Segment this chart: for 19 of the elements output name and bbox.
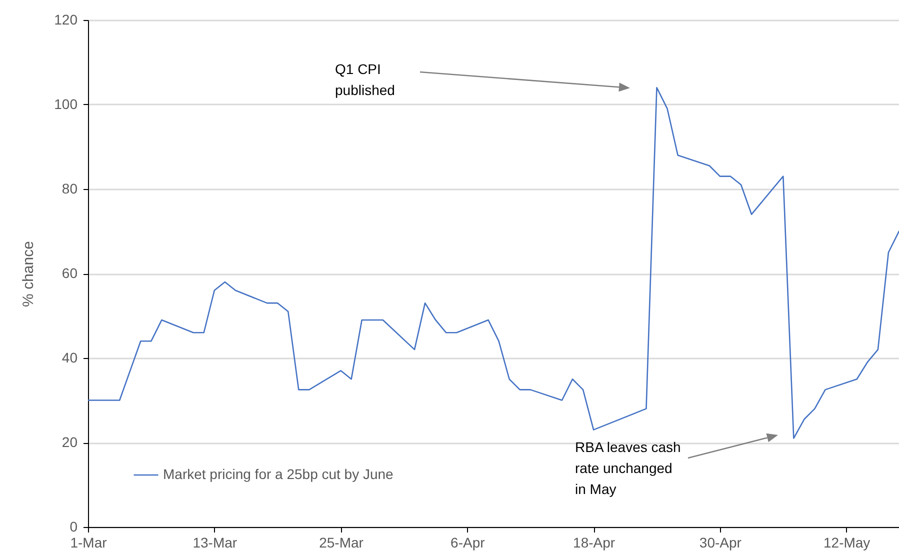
y-tick-label: 20 — [62, 434, 78, 450]
y-tick-label: 60 — [62, 265, 78, 281]
x-tick-label: 30-Apr — [699, 534, 742, 550]
y-tick-label: 100 — [54, 96, 78, 112]
x-tick-label: 18-Apr — [573, 534, 616, 550]
y-tick-label: 120 — [54, 12, 78, 28]
y-tick-label: 40 — [62, 350, 78, 366]
x-tick-label: 6-Apr — [450, 534, 486, 550]
x-tick-label: 1-Mar — [70, 534, 108, 550]
y-tick-label: 80 — [62, 180, 78, 196]
y-tick-label: 0 — [70, 518, 78, 534]
y-axis-title: % chance — [20, 241, 38, 307]
legend-label: Market pricing for a 25bp cut by June — [163, 466, 394, 482]
annotation: Q1 CPI published — [335, 61, 395, 98]
x-tick-label: 13-Mar — [192, 534, 238, 550]
x-tick-label: 12-May — [823, 534, 870, 550]
annotation: RBA leaves cash rate unchanged in May — [575, 439, 681, 497]
line-series — [88, 86, 899, 439]
x-tick-label: 25-Mar — [319, 534, 364, 550]
